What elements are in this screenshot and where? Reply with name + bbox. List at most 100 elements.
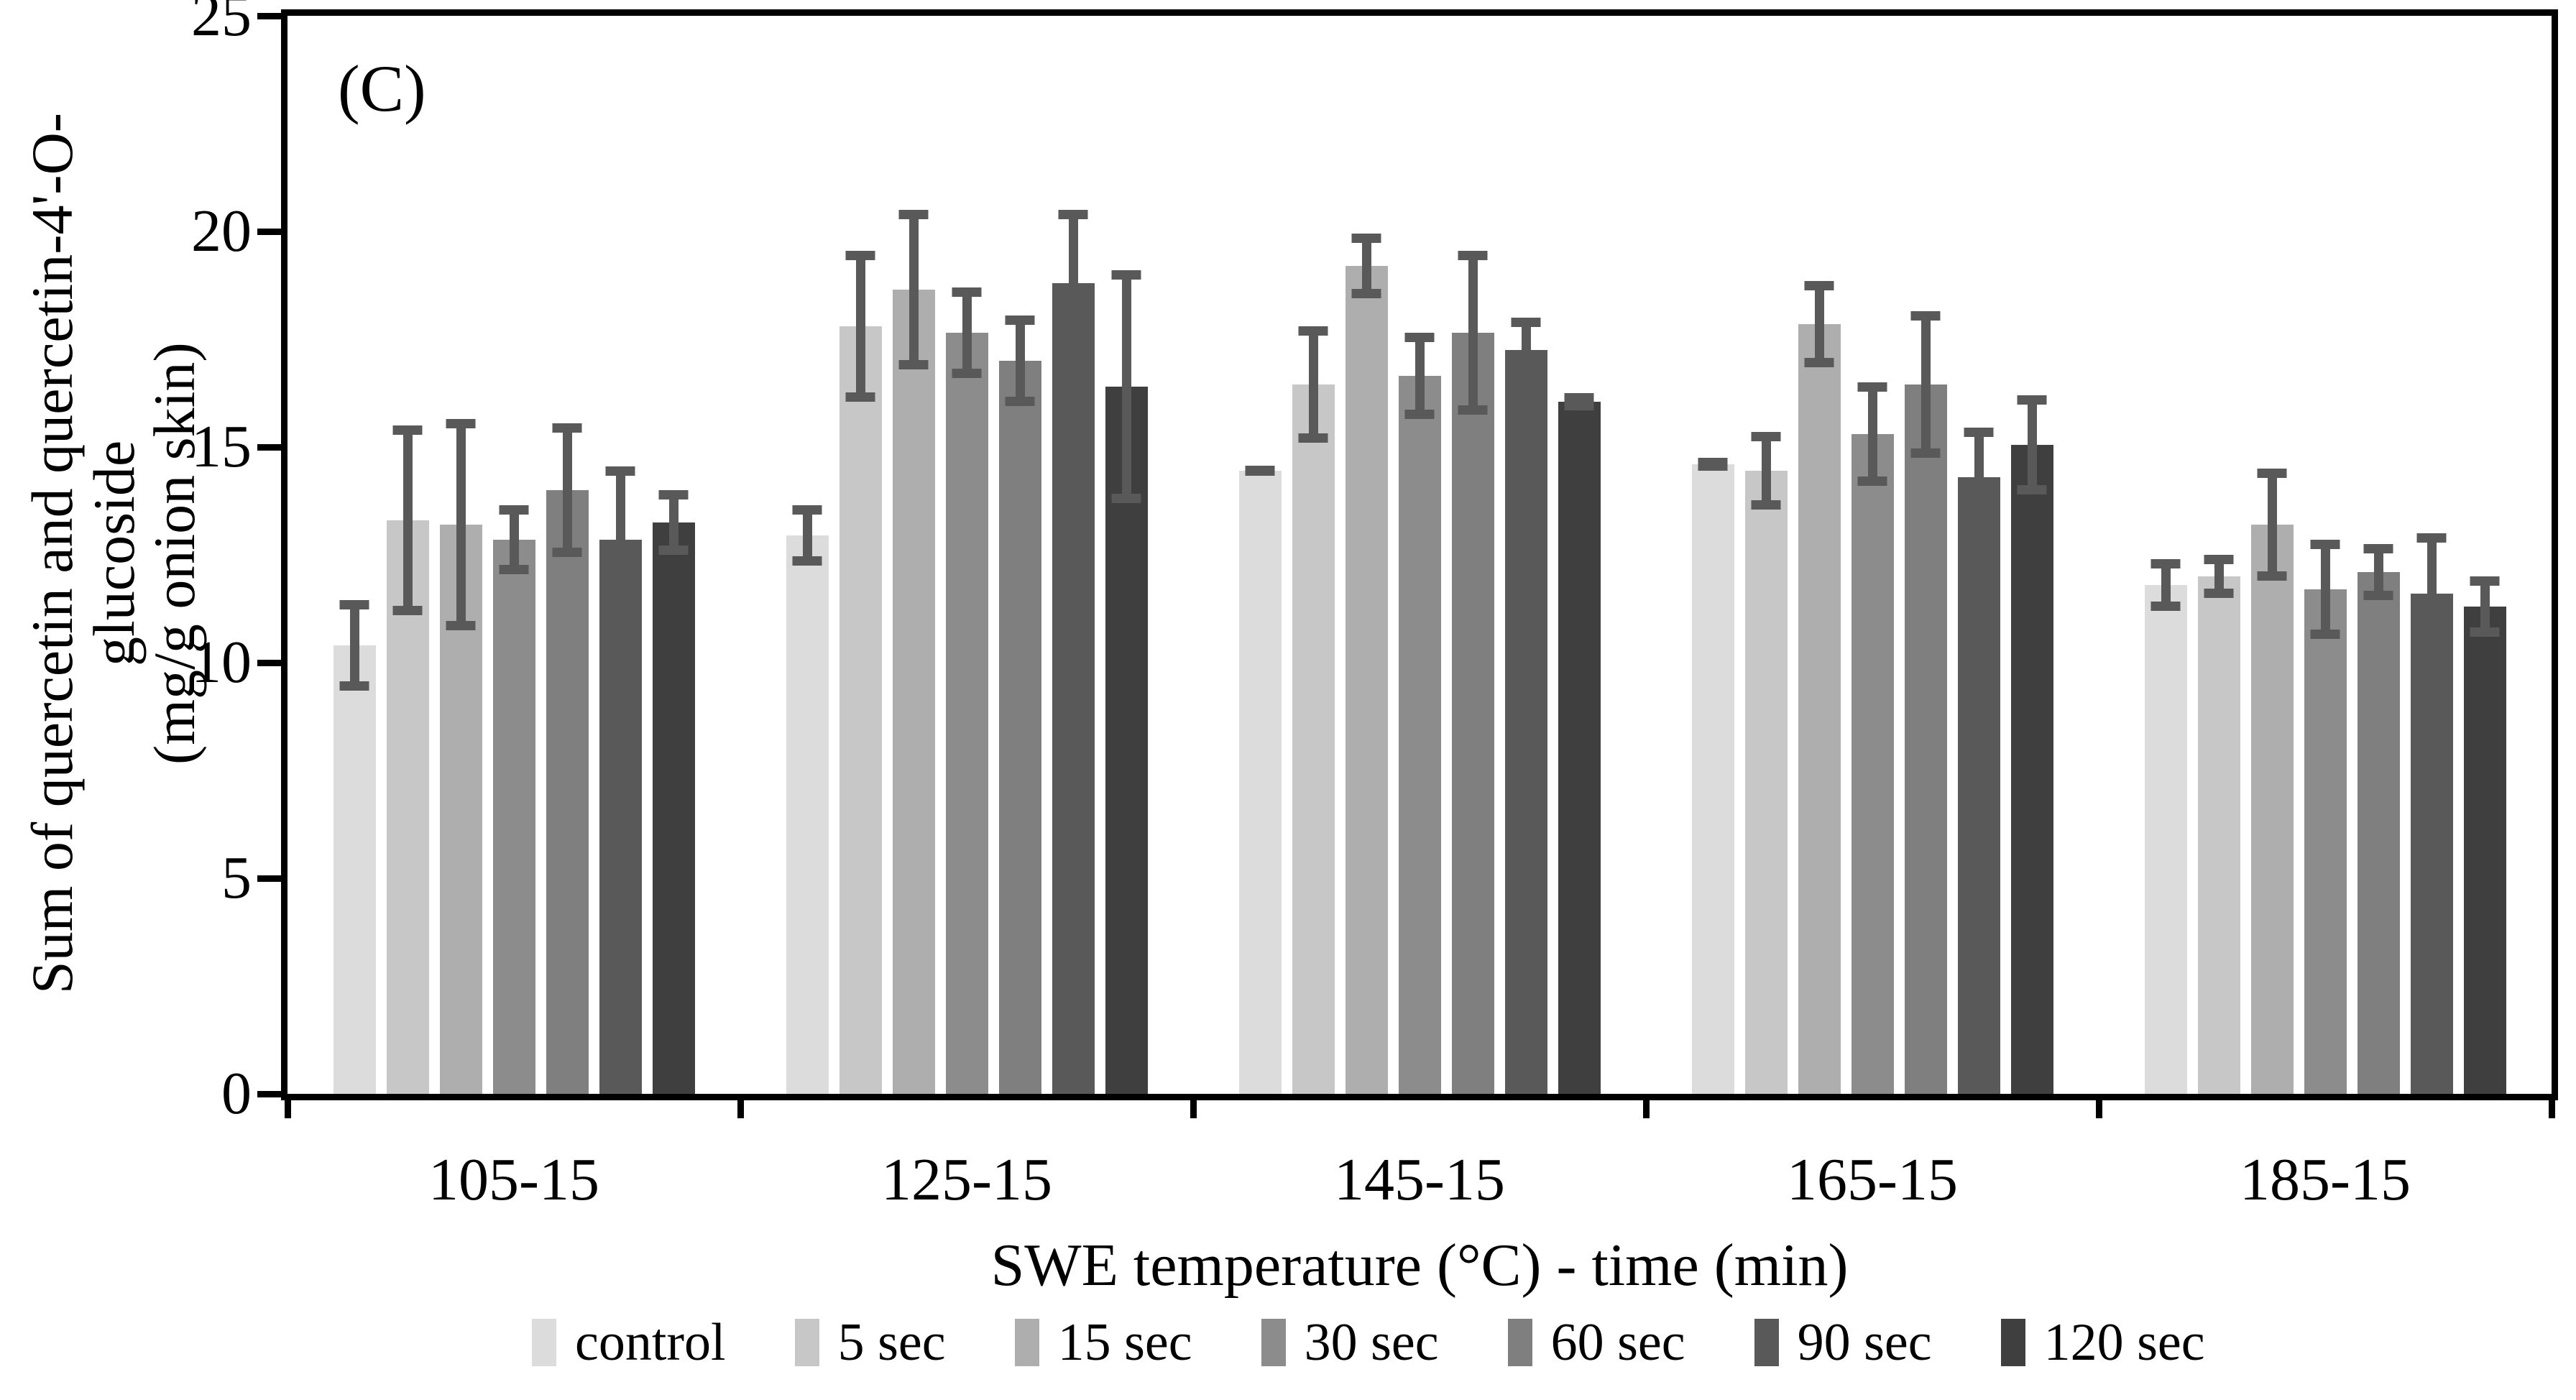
y-tick-mark [257,228,288,235]
error-bar-cap-bottom [2470,627,2500,637]
error-bar-line [1920,311,1931,458]
error-bar-line [962,287,972,378]
bar-slot [1851,382,1894,1094]
error-bar [2310,540,2340,639]
error-bar [2416,533,2447,654]
error-bar-line [1068,210,1078,356]
error-bar-cap-bottom [2204,589,2234,598]
bar-30-sec [945,333,988,1094]
bar-120-sec [1105,387,1148,1094]
legend-label: 120 sec [2043,1313,2205,1372]
y-tick-mark [257,1090,288,1097]
legend-item: 90 sec [1754,1314,1932,1371]
bar-90-sec [599,540,642,1094]
y-tick-label: 25 [191,0,252,49]
error-bar-cap-bottom [1964,517,1994,527]
error-bar-cap-bottom [339,681,369,691]
bar-slot [2250,469,2294,1094]
x-category-label: 145-15 [1334,1146,1505,1213]
bar-60-sec [1904,384,1947,1094]
bar-slot [2197,555,2240,1094]
legend-label: 5 sec [837,1313,946,1372]
error-bar-line [802,505,812,566]
bar-slot [1345,234,1388,1094]
y-axis-label-line2: (mg/g onion skin) [142,342,207,765]
error-bar-cap-top [952,287,982,297]
error-bar-cap-top [2470,576,2500,586]
error-bar [2204,555,2234,598]
bar-30-sec [492,540,535,1094]
error-bar-line [1414,333,1425,419]
error-bar-cap-top [2017,395,2047,405]
bar-slot [1451,251,1494,1094]
bar-control [1691,464,1734,1094]
bar-group [1193,16,1646,1094]
error-bar-cap-top [552,423,582,433]
error-bar [1245,466,1275,476]
bar-30-sec [1851,434,1894,1094]
error-bar-cap-bottom [1698,461,1728,471]
bar-slot [652,490,695,1094]
bar-group [740,16,1193,1094]
error-bar-line [2373,544,2383,600]
error-bar [1111,270,1141,503]
error-bar-line [2027,395,2037,494]
bar-control [1238,471,1282,1094]
x-category-label: 105-15 [428,1146,599,1213]
error-bar-cap-bottom [952,369,982,378]
error-bar-cap-bottom [1404,410,1435,419]
x-tick-mark [1190,1094,1197,1118]
bar-slot [892,210,935,1094]
error-bar [2257,469,2287,581]
error-bar-cap-top [1910,311,1941,321]
error-bar-cap-top [1564,393,1594,402]
legend-swatch [2000,1319,2025,1366]
plot-frame [281,9,2558,1100]
bar-30-sec [1398,376,1441,1094]
y-tick-mark [257,875,288,882]
error-bar-cap-bottom [1298,433,1328,443]
bar-slot [492,505,535,1094]
error-bar [392,425,423,615]
error-bar-cap-top [898,210,929,219]
x-tick-mark [2548,1094,2555,1118]
bar-slot [386,425,429,1094]
bar-slot [2010,395,2053,1094]
error-bar-line [1468,251,1478,415]
bar-slot [2410,533,2453,1094]
bar-60-sec [546,490,589,1094]
bar-slot [1904,311,1947,1094]
bar-5-sec [1292,384,1335,1094]
error-bar [552,423,582,557]
error-bar-cap-top [2204,555,2234,564]
error-bar-cap-bottom [1910,448,1941,458]
error-bar [1751,432,1781,510]
error-bar-cap-top [2310,540,2340,549]
error-bar [1351,234,1381,298]
bar-90-sec [1957,477,2000,1094]
bar-30-sec [2304,589,2347,1094]
bar-control [333,645,376,1094]
error-bar-cap-top [1351,234,1381,243]
bar-group [1646,16,2099,1094]
error-bar-cap-top [1751,432,1781,441]
error-bar-cap-bottom [1005,397,1035,406]
error-bar-cap-top [2257,469,2287,478]
error-bar-cap-top [1804,281,1834,290]
bar-slot [2304,540,2347,1094]
error-bar-line [2480,576,2490,637]
legend-item: 60 sec [1507,1314,1685,1371]
error-bar-line [402,425,413,615]
error-bar [2017,395,2047,494]
bar-120-sec [2463,607,2506,1094]
error-bar [898,210,929,369]
bar-slot [1504,318,1547,1094]
error-bar-cap-top [658,490,689,499]
error-bar-cap-top [1857,382,1887,392]
error-bar-cap-bottom [1564,401,1594,410]
plot-area [288,16,2552,1094]
bar-group [288,16,740,1094]
error-bar [1005,316,1035,406]
bar-5-sec [386,520,429,1094]
